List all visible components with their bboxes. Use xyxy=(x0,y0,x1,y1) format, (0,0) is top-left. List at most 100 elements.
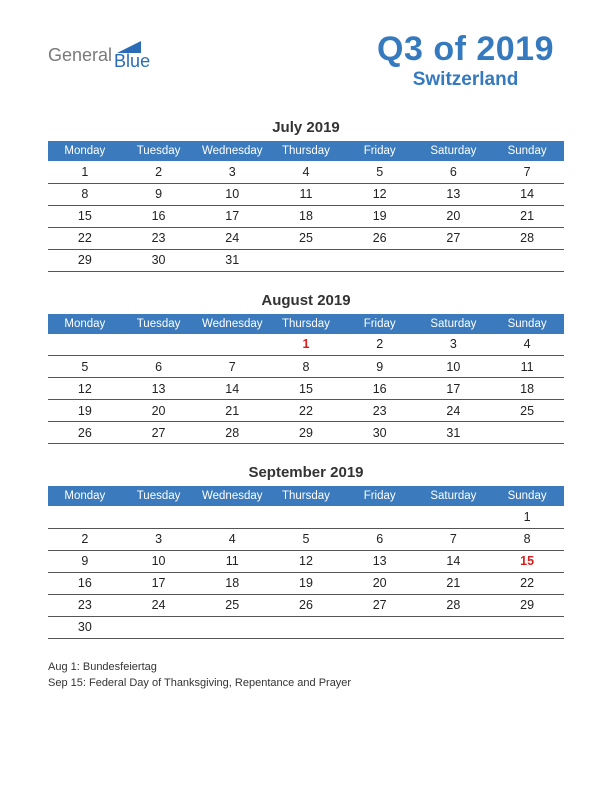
day-cell: 2 xyxy=(48,528,122,550)
day-cell: 21 xyxy=(195,400,269,422)
day-cell: 21 xyxy=(417,572,491,594)
table-row: 16171819202122 xyxy=(48,572,564,594)
holiday-note-line: Aug 1: Bundesfeiertag xyxy=(48,659,564,676)
day-cell: 6 xyxy=(343,528,417,550)
day-cell: 4 xyxy=(195,528,269,550)
day-cell xyxy=(269,249,343,271)
day-cell: 14 xyxy=(195,378,269,400)
day-cell: 17 xyxy=(417,378,491,400)
day-cell: 8 xyxy=(269,356,343,378)
day-header: Friday xyxy=(343,141,417,161)
day-cell: 30 xyxy=(122,249,196,271)
day-cell: 2 xyxy=(343,334,417,356)
day-cell: 16 xyxy=(122,205,196,227)
table-row: 9101112131415 xyxy=(48,550,564,572)
day-cell: 12 xyxy=(343,183,417,205)
day-header: Sunday xyxy=(490,141,564,161)
day-cell: 8 xyxy=(490,528,564,550)
day-cell: 1 xyxy=(490,506,564,528)
day-cell: 25 xyxy=(195,594,269,616)
day-cell: 20 xyxy=(417,205,491,227)
day-cell: 9 xyxy=(122,183,196,205)
day-header: Thursday xyxy=(269,141,343,161)
holiday-notes: Aug 1: Bundesfeiertag Sep 15: Federal Da… xyxy=(48,659,564,692)
day-cell: 27 xyxy=(122,422,196,444)
day-cell: 27 xyxy=(343,594,417,616)
day-cell: 3 xyxy=(122,528,196,550)
day-header: Monday xyxy=(48,314,122,334)
day-cell: 23 xyxy=(48,594,122,616)
table-row: 1234567 xyxy=(48,161,564,183)
day-cell: 17 xyxy=(195,205,269,227)
day-cell: 21 xyxy=(490,205,564,227)
day-cell: 6 xyxy=(417,161,491,183)
day-cell xyxy=(122,616,196,638)
day-cell xyxy=(48,506,122,528)
day-cell: 31 xyxy=(417,422,491,444)
logo-blue-block: Blue xyxy=(114,40,150,70)
day-cell: 15 xyxy=(490,550,564,572)
header: General Blue Q3 of 2019 Switzerland xyxy=(48,30,564,91)
day-cell: 2 xyxy=(122,161,196,183)
day-header: Wednesday xyxy=(195,141,269,161)
day-cell: 24 xyxy=(195,227,269,249)
day-cell: 11 xyxy=(490,356,564,378)
table-row: 19202122232425 xyxy=(48,400,564,422)
day-cell xyxy=(490,249,564,271)
day-cell: 15 xyxy=(48,205,122,227)
day-header: Thursday xyxy=(269,486,343,506)
day-cell: 20 xyxy=(122,400,196,422)
day-header: Saturday xyxy=(417,486,491,506)
day-cell: 15 xyxy=(269,378,343,400)
page-title: Q3 of 2019 xyxy=(377,30,554,69)
day-cell: 14 xyxy=(417,550,491,572)
day-header: Wednesday xyxy=(195,314,269,334)
day-cell xyxy=(269,506,343,528)
day-cell: 3 xyxy=(195,161,269,183)
month-block: September 2019MondayTuesdayWednesdayThur… xyxy=(48,464,564,639)
table-row: 22232425262728 xyxy=(48,227,564,249)
day-cell: 20 xyxy=(343,572,417,594)
day-cell xyxy=(343,249,417,271)
day-cell xyxy=(343,506,417,528)
day-cell: 5 xyxy=(269,528,343,550)
day-cell: 29 xyxy=(48,249,122,271)
day-cell: 16 xyxy=(48,572,122,594)
day-cell: 25 xyxy=(269,227,343,249)
day-cell: 4 xyxy=(490,334,564,356)
table-row: 293031 xyxy=(48,249,564,271)
day-header: Sunday xyxy=(490,486,564,506)
day-cell: 10 xyxy=(122,550,196,572)
day-header: Sunday xyxy=(490,314,564,334)
day-header: Monday xyxy=(48,141,122,161)
day-cell: 13 xyxy=(343,550,417,572)
day-cell: 22 xyxy=(48,227,122,249)
day-cell xyxy=(122,334,196,356)
day-header: Monday xyxy=(48,486,122,506)
calendar-container: July 2019MondayTuesdayWednesdayThursdayF… xyxy=(48,119,564,639)
day-cell: 13 xyxy=(417,183,491,205)
day-cell xyxy=(343,616,417,638)
month-title: August 2019 xyxy=(48,292,564,309)
day-cell: 1 xyxy=(269,334,343,356)
day-header: Saturday xyxy=(417,314,491,334)
day-cell xyxy=(417,616,491,638)
day-cell: 28 xyxy=(490,227,564,249)
day-cell xyxy=(195,506,269,528)
table-row: 23242526272829 xyxy=(48,594,564,616)
logo-text-gray: General xyxy=(48,46,112,64)
day-cell: 10 xyxy=(195,183,269,205)
calendar-table: MondayTuesdayWednesdayThursdayFridaySatu… xyxy=(48,314,564,445)
day-cell xyxy=(122,506,196,528)
day-header: Friday xyxy=(343,486,417,506)
day-cell: 19 xyxy=(343,205,417,227)
table-row: 2345678 xyxy=(48,528,564,550)
day-cell: 10 xyxy=(417,356,491,378)
day-cell: 26 xyxy=(343,227,417,249)
day-cell: 23 xyxy=(343,400,417,422)
day-cell: 24 xyxy=(417,400,491,422)
day-cell: 9 xyxy=(343,356,417,378)
table-row: 891011121314 xyxy=(48,183,564,205)
day-cell: 28 xyxy=(417,594,491,616)
page-subtitle: Switzerland xyxy=(377,69,554,91)
